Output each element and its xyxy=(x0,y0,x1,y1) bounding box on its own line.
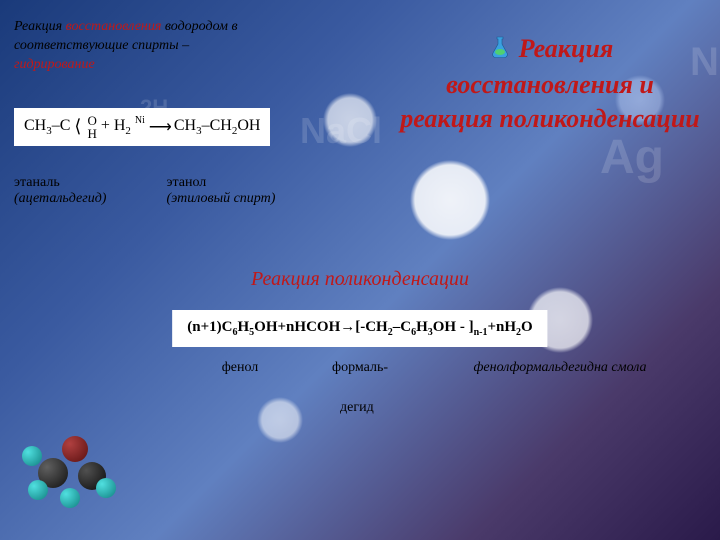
eq1-frac-h: H xyxy=(85,127,96,140)
eq1-h2-sub: 2 xyxy=(125,125,131,137)
eq2-text: H xyxy=(238,319,250,335)
intro-text: Реакция восстановления водородом в соотв… xyxy=(14,18,324,75)
flask-icon xyxy=(487,34,513,69)
label-ethanal-sub: (ацетальдегид) xyxy=(14,191,106,207)
atom-sphere xyxy=(22,446,42,466)
title-text: Реакция восстановления и реакция поликон… xyxy=(400,34,700,133)
eq2-text: OH - ] xyxy=(433,319,474,335)
label-formaldehyde-1: формаль- xyxy=(300,360,420,376)
eq1-oh-frac: O H xyxy=(85,114,96,140)
label-ethanol-name: этанол xyxy=(166,175,275,191)
atom-sphere xyxy=(28,480,48,500)
molecule-model xyxy=(20,410,130,520)
eq1-angle: ⟨ xyxy=(74,116,81,137)
eq1-ch3: CH xyxy=(24,117,46,134)
label-formaldehyde-2: дегид xyxy=(340,400,374,416)
eq2-sub: n-1 xyxy=(474,327,488,338)
slide-container: Реакция восстановления водородом в соотв… xyxy=(0,0,720,540)
eq2-text: O xyxy=(521,319,533,335)
atom-sphere xyxy=(96,478,116,498)
eq2-text: H xyxy=(416,319,428,335)
eq1-plus: + H xyxy=(101,117,126,134)
equation1-box: CH3–C ⟨ O H + H2 Ni ⟶ CH3–CH2OH xyxy=(14,108,270,146)
label-phenol: фенол xyxy=(180,360,300,376)
eq2-text: OH+nHCOH→[-CH xyxy=(254,319,388,335)
label-ethanal-name: этаналь xyxy=(14,175,106,191)
eq2-text: –C xyxy=(393,319,411,335)
eq1-r1: CH xyxy=(174,117,196,134)
labels-row-2: фенол формаль- фенолформальдегидна смола xyxy=(180,360,700,376)
eq2-text: (n+1)C xyxy=(187,319,232,335)
eq1-arrow: ⟶ xyxy=(149,117,170,137)
atom-sphere xyxy=(62,436,88,462)
atom-sphere xyxy=(60,488,80,508)
label-ethanal: этаналь (ацетальдегид) xyxy=(14,175,106,207)
slide-title: Реакция восстановления и реакция поликон… xyxy=(400,32,700,136)
eq1-r2: –CH xyxy=(202,117,232,134)
label-resin: фенолформальдегидна смола xyxy=(420,360,700,376)
polycondensation-heading: Реакция поликонденсации xyxy=(0,268,720,291)
eq1-catalyst: Ni xyxy=(135,115,145,126)
eq1-rhs: CH3–CH2OH xyxy=(174,117,261,137)
eq1-r3: OH xyxy=(237,117,260,134)
eq2-text: +nH xyxy=(487,319,516,335)
eq1-plus-h2: + H2 xyxy=(101,117,131,137)
eq1-lhs: CH3–C xyxy=(24,117,70,137)
equation2-box: (n+1)C6H5OH+nHCOH→[-CH2–C6H3OH - ]n-1+nH… xyxy=(172,310,547,347)
intro-red1: восстановления xyxy=(66,19,162,34)
eq1-c: –C xyxy=(52,117,71,134)
labels-row-1: этаналь (ацетальдегид) этанол (этиловый … xyxy=(14,175,394,207)
label-ethanol-sub: (этиловый спирт) xyxy=(166,191,275,207)
intro-red2: гидрирование xyxy=(14,57,95,72)
intro-part1: Реакция xyxy=(14,19,66,34)
label-ethanol: этанол (этиловый спирт) xyxy=(166,175,275,207)
